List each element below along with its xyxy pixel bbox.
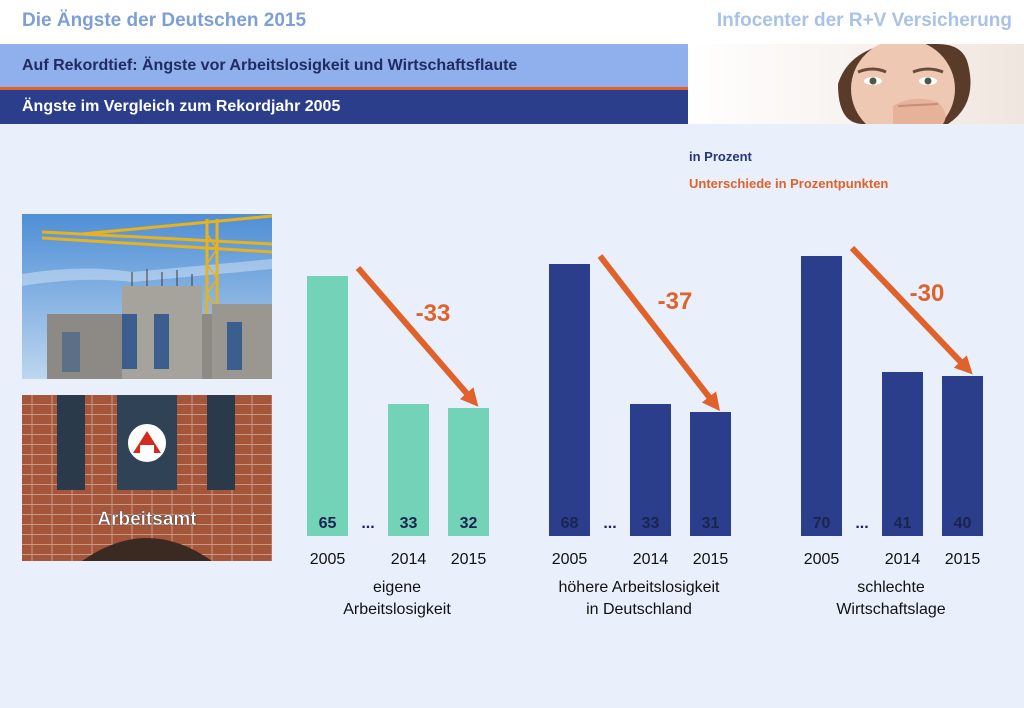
bar-value-label: 31 <box>702 515 720 532</box>
bar-1-2015 <box>448 408 489 536</box>
bar-1-2005 <box>307 276 348 536</box>
group-label: in Deutschland <box>586 601 692 618</box>
group-label: Arbeitslosigkeit <box>343 601 451 618</box>
bar-value-label: 33 <box>642 515 660 532</box>
bar-3-2014 <box>882 372 923 536</box>
x-tick-label: 2014 <box>633 551 669 568</box>
employment-office-photo: Arbeitsamt <box>22 395 272 561</box>
ellipsis-label: ... <box>361 515 374 532</box>
bar-value-label: 40 <box>954 515 972 532</box>
bar-2-2015 <box>690 412 731 536</box>
diff-arrow <box>849 245 973 375</box>
diff-label: -30 <box>910 280 945 307</box>
bar-3-2015 <box>942 376 983 536</box>
legend-difference: Unterschiede in Prozentpunkten <box>689 176 889 191</box>
group-label: eigene <box>373 579 421 596</box>
bar-1-2014 <box>388 404 429 536</box>
diff-label: -37 <box>658 288 693 315</box>
source-title: Infocenter der R+V Versicherung <box>716 10 1012 31</box>
bar-value-label: 70 <box>813 515 831 532</box>
headline-accent-line <box>0 87 688 90</box>
page-title: Die Ängste der Deutschen 2015 <box>22 10 307 31</box>
x-tick-label: 2005 <box>310 551 346 568</box>
top-bar: Die Ängste der Deutschen 2015 Infocenter… <box>0 0 1024 44</box>
x-tick-label: 2005 <box>552 551 588 568</box>
bar-value-label: 65 <box>319 515 337 532</box>
construction-site-photo <box>22 214 272 379</box>
worried-woman-photo <box>688 44 1024 124</box>
ellipsis-label: ... <box>855 515 868 532</box>
group-label: schlechte <box>857 579 925 596</box>
group-label: Wirtschaftslage <box>836 601 945 618</box>
x-tick-label: 2015 <box>945 551 981 568</box>
x-tick-label: 2015 <box>451 551 487 568</box>
x-tick-label: 2005 <box>804 551 840 568</box>
subheadline-text: Ängste im Vergleich zum Rekordjahr 2005 <box>22 98 341 115</box>
office-sign-text: Arbeitsamt <box>97 509 197 530</box>
x-tick-label: 2015 <box>693 551 729 568</box>
x-tick-label: 2014 <box>885 551 921 568</box>
headline-band: Auf Rekordtief: Ängste vor Arbeitslosigk… <box>0 44 688 89</box>
subheadline-band: Ängste im Vergleich zum Rekordjahr 2005 <box>0 90 688 124</box>
bar-value-label: 32 <box>460 515 478 532</box>
bar-3-2005 <box>801 256 842 536</box>
group-label: höhere Arbeitslosigkeit <box>559 579 721 596</box>
ellipsis-label: ... <box>603 515 616 532</box>
legend-unit: in Prozent <box>689 149 752 164</box>
diff-arrow <box>355 266 479 407</box>
headline-text: Auf Rekordtief: Ängste vor Arbeitslosigk… <box>22 57 518 74</box>
bar-2-2014 <box>630 404 671 536</box>
diff-arrow <box>597 254 721 412</box>
bar-value-label: 41 <box>894 515 912 532</box>
bar-value-label: 68 <box>561 515 579 532</box>
bar-2-2005 <box>549 264 590 536</box>
diff-label: -33 <box>416 300 451 327</box>
bar-value-label: 33 <box>400 515 418 532</box>
x-tick-label: 2014 <box>391 551 427 568</box>
